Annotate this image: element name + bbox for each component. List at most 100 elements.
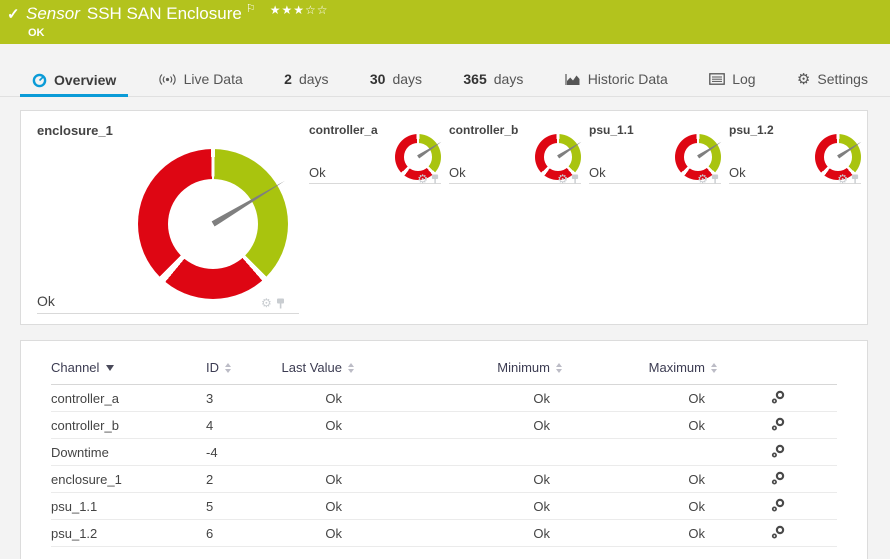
tile-pin-icon[interactable] [571, 174, 579, 184]
sort-icon [348, 362, 354, 373]
tile-divider [309, 183, 441, 184]
cell-channel: Downtime [51, 444, 109, 460]
priority-stars[interactable]: ★★★☆☆ [270, 3, 329, 17]
channel-settings-icon[interactable] [771, 390, 785, 404]
column-header-maximum[interactable]: Maximum [564, 360, 719, 375]
channel-settings-icon[interactable] [771, 444, 785, 458]
cell-maximum: Ok [688, 390, 705, 406]
tile-divider [37, 313, 299, 314]
tile-pin-icon[interactable] [276, 298, 285, 309]
tab-2-days-number: 2 [284, 71, 292, 87]
table-row: controller_a 3 Ok Ok Ok [51, 385, 837, 412]
flag-icon[interactable]: ⚐ [245, 3, 256, 15]
tab-2-days[interactable]: 2 days [272, 63, 340, 96]
gauge-needle [211, 178, 286, 226]
tile-gear-icon[interactable]: ⚙ [417, 172, 428, 186]
sort-icon [556, 362, 562, 373]
tab-30-days[interactable]: 30 days [358, 63, 434, 96]
cell-minimum: Ok [533, 390, 550, 406]
cell-last-value: Ok [325, 471, 342, 487]
table-row: Downtime -4 [51, 439, 837, 466]
tab-365-days[interactable]: 365 days [451, 63, 535, 96]
tile-gear-icon[interactable]: ⚙ [837, 172, 848, 186]
sort-desc-icon [106, 364, 115, 371]
main-gauge-status: Ok [37, 293, 55, 309]
tab-log[interactable]: Log [697, 63, 767, 96]
gauge-tile-psu-1-2: psu_1.2 Ok ⚙ [729, 121, 861, 199]
tab-2-days-label: days [298, 71, 329, 87]
tab-settings[interactable]: ⚙ Settings [785, 63, 880, 96]
cell-id: 3 [206, 390, 214, 406]
cell-id: 6 [206, 525, 214, 541]
tile-gear-icon[interactable]: ⚙ [261, 296, 272, 310]
cell-id: 2 [206, 471, 214, 487]
cell-minimum: Ok [533, 471, 550, 487]
tile-divider [589, 183, 721, 184]
mini-gauge-status: Ok [449, 165, 466, 180]
mini-gauge-status: Ok [589, 165, 606, 180]
column-header-minimum[interactable]: Minimum [356, 360, 564, 375]
cell-channel: psu_1.1 [51, 498, 98, 514]
tile-gear-icon[interactable]: ⚙ [557, 172, 568, 186]
log-list-icon [709, 73, 726, 85]
tab-historic-data-label: Historic Data [587, 71, 668, 87]
table-row: enclosure_1 2 Ok Ok Ok [51, 466, 837, 493]
tile-divider [449, 183, 581, 184]
tile-pin-icon[interactable] [431, 174, 439, 184]
ok-check-icon: ✓ [7, 6, 20, 23]
tile-pin-icon[interactable] [851, 174, 859, 184]
mini-gauge-title: controller_a [309, 123, 378, 137]
tab-30-days-number: 30 [369, 71, 386, 87]
column-header-last-value[interactable]: Last Value [264, 360, 356, 375]
sort-icon [711, 362, 717, 373]
cell-last-value: Ok [325, 390, 342, 406]
gauge-tile-controller-b: controller_b Ok ⚙ [449, 121, 581, 199]
mini-gauge-status: Ok [309, 165, 326, 180]
tab-365-days-number: 365 [463, 71, 487, 87]
tab-365-days-label: days [493, 71, 524, 87]
mini-gauge-status: Ok [729, 165, 746, 180]
tile-pin-icon[interactable] [711, 174, 719, 184]
cell-minimum: Ok [533, 525, 550, 541]
live-data-icon [158, 73, 176, 85]
cell-last-value: Ok [325, 417, 342, 433]
channels-table-panel: Channel ID Last Value Minimum Maximum [20, 340, 868, 559]
mini-gauge-title: controller_b [449, 123, 519, 137]
cell-channel: psu_1.2 [51, 525, 98, 541]
gauge-needle [697, 140, 723, 159]
cell-id: -4 [206, 444, 218, 460]
area-chart-icon [565, 73, 580, 85]
cell-id: 5 [206, 498, 214, 514]
cell-channel: controller_b [51, 417, 119, 433]
gauge-needle [417, 140, 443, 159]
cell-id: 4 [206, 417, 214, 433]
cell-maximum: Ok [688, 525, 705, 541]
channel-settings-icon[interactable] [771, 525, 785, 539]
main-gauge-title: enclosure_1 [37, 123, 113, 138]
sensor-status-banner: ✓ Sensor SSH SAN Enclosure ⚐ ★★★☆☆ OK [0, 0, 890, 44]
gauge-controller-a[interactable] [395, 134, 441, 180]
table-row: controller_b 4 Ok Ok Ok [51, 412, 837, 439]
cell-channel: controller_a [51, 390, 119, 406]
gauge-controller-b[interactable] [535, 134, 581, 180]
channel-settings-icon[interactable] [771, 471, 785, 485]
cell-minimum: Ok [533, 417, 550, 433]
table-header-row: Channel ID Last Value Minimum Maximum [51, 341, 837, 385]
column-header-channel[interactable]: Channel [51, 360, 206, 375]
cell-maximum: Ok [688, 471, 705, 487]
tab-overview[interactable]: Overview [20, 64, 129, 97]
gauge-enclosure-1[interactable] [138, 149, 288, 299]
gauge-psu-1-1[interactable] [675, 134, 721, 180]
tab-overview-label: Overview [54, 72, 117, 88]
channels-table: Channel ID Last Value Minimum Maximum [21, 341, 867, 547]
tile-gear-icon[interactable]: ⚙ [697, 172, 708, 186]
sort-icon [225, 362, 231, 373]
channel-settings-icon[interactable] [771, 417, 785, 431]
tab-historic-data[interactable]: Historic Data [553, 63, 680, 96]
gauge-psu-1-2[interactable] [815, 134, 861, 180]
channel-settings-icon[interactable] [771, 498, 785, 512]
tab-live-data[interactable]: Live Data [146, 63, 255, 96]
column-header-id[interactable]: ID [206, 360, 264, 375]
cell-channel: enclosure_1 [51, 471, 122, 487]
